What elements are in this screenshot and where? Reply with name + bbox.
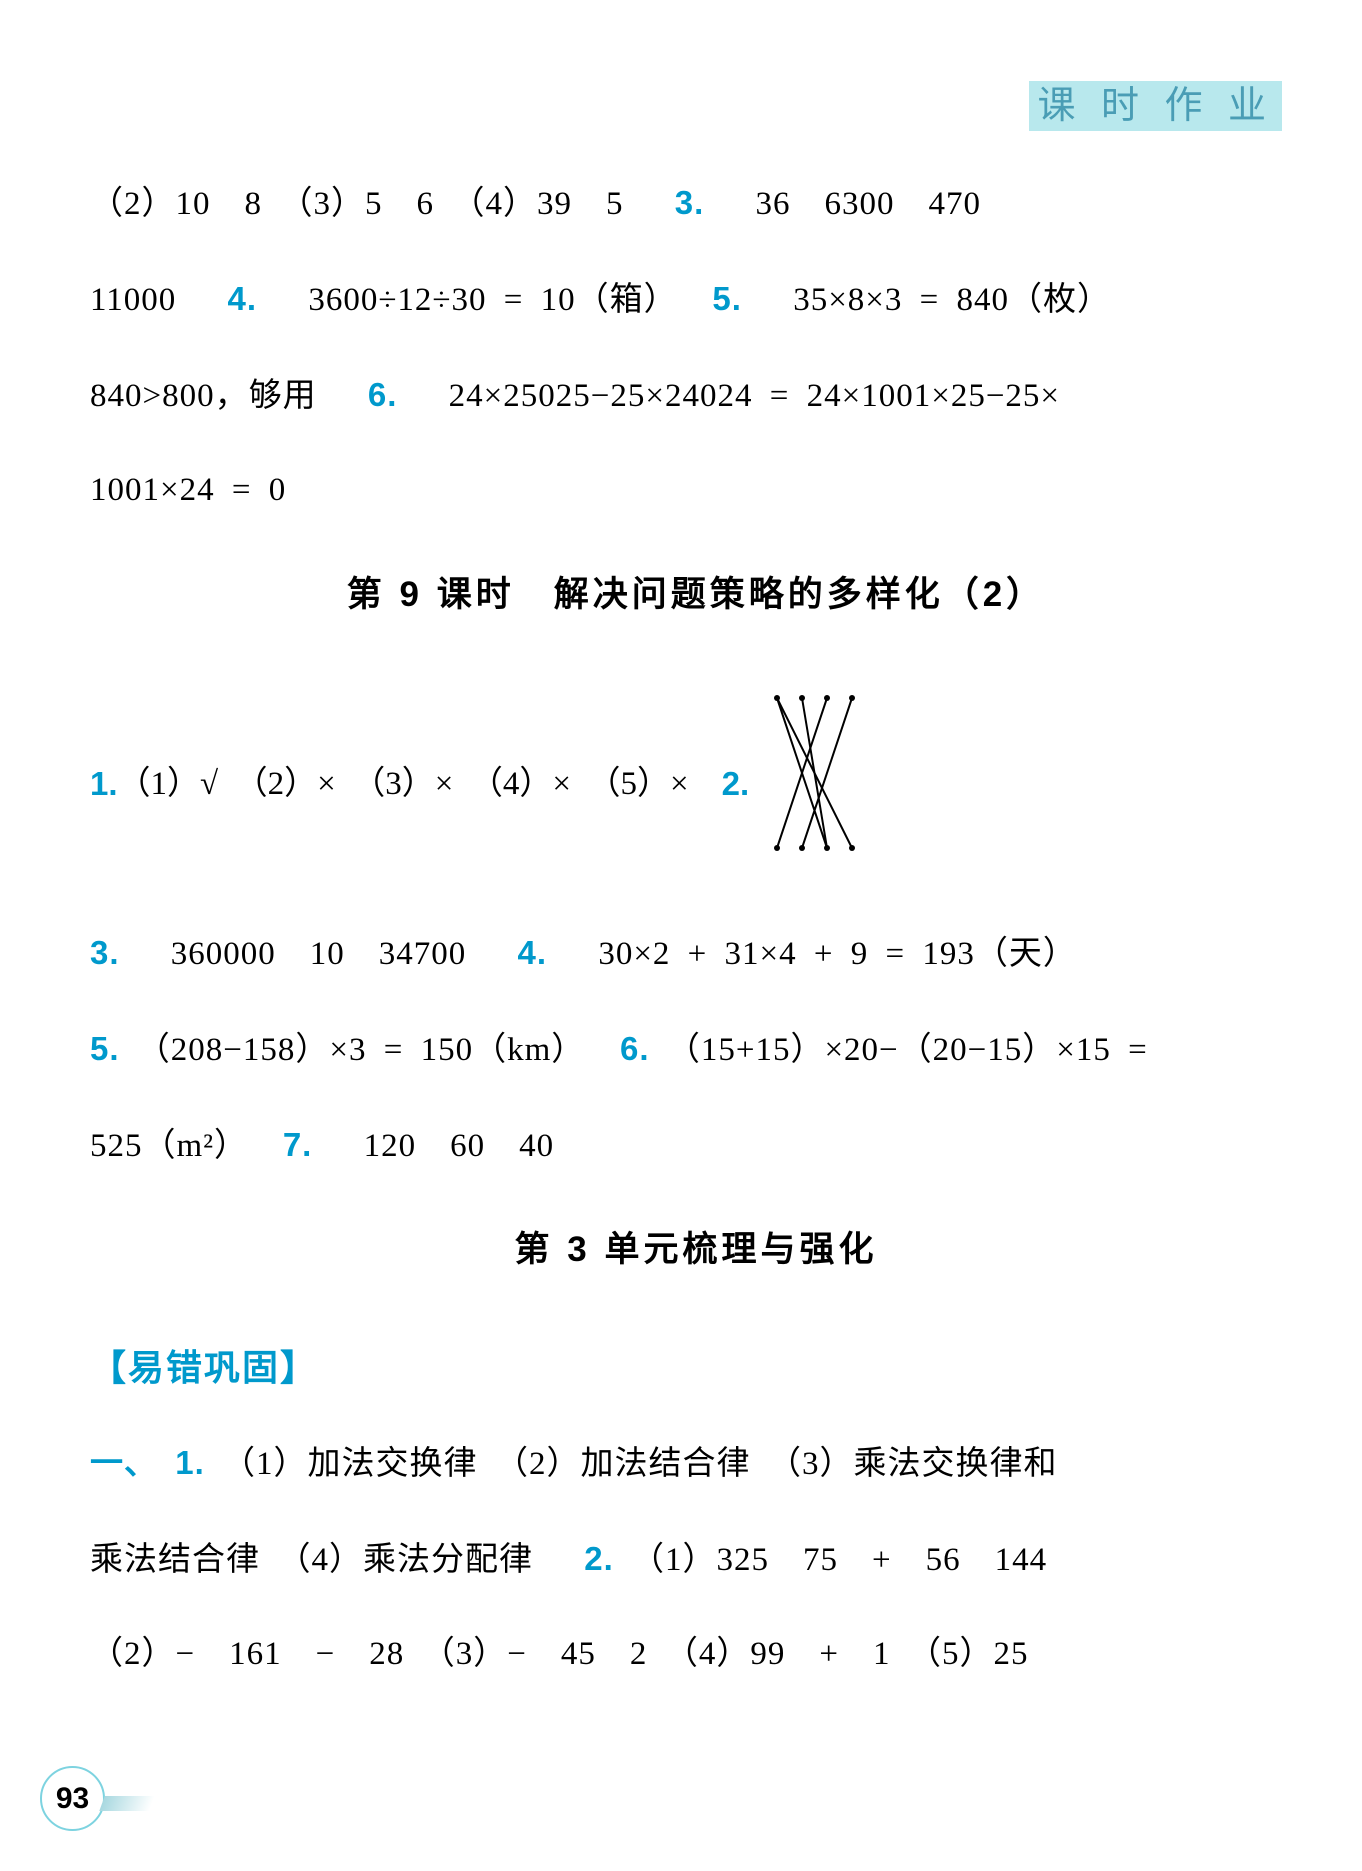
page-number-text: 93 — [56, 1770, 89, 1827]
text: （208−158）×3 = 150（km） — [137, 1032, 603, 1068]
block1-line3: 840>800，够用 6. 24×25025−25×24024 = 24×100… — [90, 364, 1302, 428]
item-number: 5. — [712, 280, 742, 317]
text: （1）325 75 + 56 144 — [631, 1542, 1047, 1578]
block3-line3: （2）− 161 − 28 （3）− 45 2 （4）99 + 1 （5）25 — [90, 1623, 1302, 1686]
text: 840>800，够用 — [90, 378, 351, 414]
block1-line4: 1001×24 = 0 — [90, 459, 1302, 522]
text: 11000 — [90, 282, 210, 318]
text: （15+15）×20−（20−15）×15 = — [667, 1032, 1148, 1068]
crossing-diagram — [757, 678, 877, 890]
text: 3600÷12÷30 = 10（箱） — [274, 282, 695, 318]
text: 120 60 40 — [330, 1128, 555, 1164]
text: 36 6300 470 — [722, 186, 982, 222]
item-number: 2. — [722, 753, 750, 816]
text: （2）10 8 （3）5 6 （4）39 5 — [90, 186, 658, 222]
item-number: 4. — [518, 934, 548, 971]
block2-line4: 525（m²） 7. 120 60 40 — [90, 1114, 1302, 1178]
text: 525（m²） — [90, 1128, 266, 1164]
text: （1）√ （2）× （3）× （4）× （5）× — [118, 753, 722, 816]
text: 24×25025−25×24024 = 24×1001×25−25× — [415, 378, 1060, 414]
item-number: 1. — [175, 1444, 205, 1481]
text: 30×2 + 31×4 + 9 = 193（天） — [564, 936, 1077, 972]
block2-line3: 5. （208−158）×3 = 150（km） 6. （15+15）×20−（… — [90, 1018, 1302, 1082]
item-number: 6. — [620, 1030, 650, 1067]
item-number: 1. — [90, 753, 118, 816]
item-number: 2. — [584, 1540, 614, 1577]
item-number: 7. — [283, 1126, 313, 1163]
diagram-svg — [757, 678, 877, 868]
text: （2）− 161 − 28 （3）− 45 2 （4）99 + 1 （5）25 — [90, 1636, 1028, 1672]
item-number: 3. — [90, 934, 120, 971]
badge-text: 课 时 作 业 — [1029, 81, 1282, 131]
page-header-badge: 课 时 作 业 — [50, 70, 1302, 142]
block3-line1: 一、 1. （1）加法交换律 （2）加法结合律 （3）乘法交换律和 — [90, 1432, 1302, 1496]
text: （1）加法交换律 （2）加法结合律 （3）乘法交换律和 — [222, 1446, 1058, 1482]
text: 35×8×3 = 840（枚） — [759, 282, 1111, 318]
roman-numeral: 一、 — [90, 1446, 158, 1482]
text: 1001×24 = 0 — [90, 472, 286, 508]
item-number: 5. — [90, 1030, 120, 1067]
item-number: 4. — [228, 280, 258, 317]
page-content: （2）10 8 （3）5 6 （4）39 5 3. 36 6300 470 11… — [50, 172, 1302, 1686]
block2-line1: 1. （1）√ （2）× （3）× （4）× （5）× 2. — [90, 678, 1302, 890]
page-number-badge: 93 — [40, 1766, 105, 1831]
block1-line1: （2）10 8 （3）5 6 （4）39 5 3. 36 6300 470 — [90, 172, 1302, 236]
text: 乘法结合律 （4）乘法分配律 — [90, 1542, 567, 1578]
section-title-1: 第 9 课时 解决问题策略的多样化（2） — [90, 562, 1302, 629]
block3-line2: 乘法结合律 （4）乘法分配律 2. （1）325 75 + 56 144 — [90, 1528, 1302, 1592]
block1-line2: 11000 4. 3600÷12÷30 = 10（箱） 5. 35×8×3 = … — [90, 268, 1302, 332]
item-number: 3. — [675, 184, 705, 221]
text: 360000 10 34700 — [137, 936, 501, 972]
section-title-2: 第 3 单元梳理与强化 — [90, 1217, 1302, 1284]
item-number: 6. — [368, 376, 398, 413]
sub-heading: 【易错巩固】 — [90, 1334, 1302, 1402]
block2-line2: 3. 360000 10 34700 4. 30×2 + 31×4 + 9 = … — [90, 922, 1302, 986]
